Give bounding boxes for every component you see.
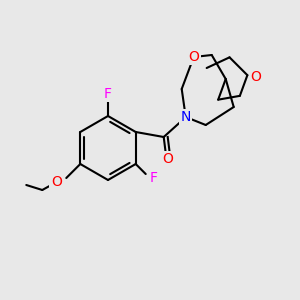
Text: F: F (150, 171, 158, 185)
Text: N: N (181, 110, 191, 124)
Text: F: F (104, 87, 112, 101)
Text: O: O (250, 70, 261, 84)
Text: O: O (188, 50, 199, 64)
Text: O: O (51, 175, 62, 189)
Text: O: O (162, 152, 173, 166)
